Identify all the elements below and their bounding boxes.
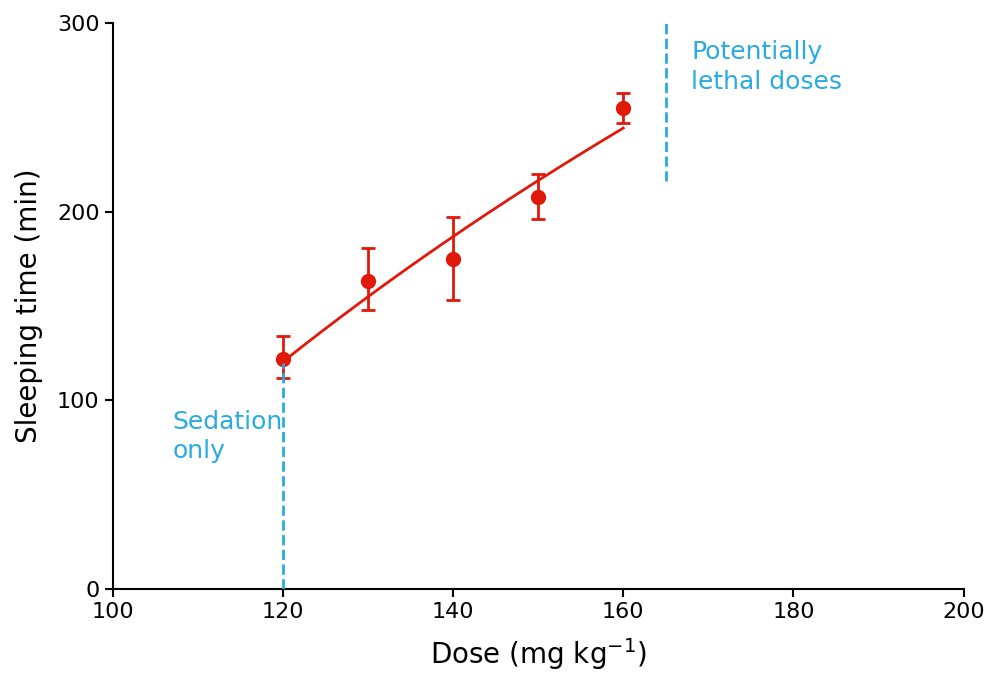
Text: Potentially
lethal doses: Potentially lethal doses: [691, 40, 842, 93]
X-axis label: Dose (mg kg$^{-1}$): Dose (mg kg$^{-1}$): [430, 636, 647, 672]
Text: Sedation
only: Sedation only: [172, 409, 283, 464]
Y-axis label: Sleeping time (min): Sleeping time (min): [15, 169, 43, 443]
